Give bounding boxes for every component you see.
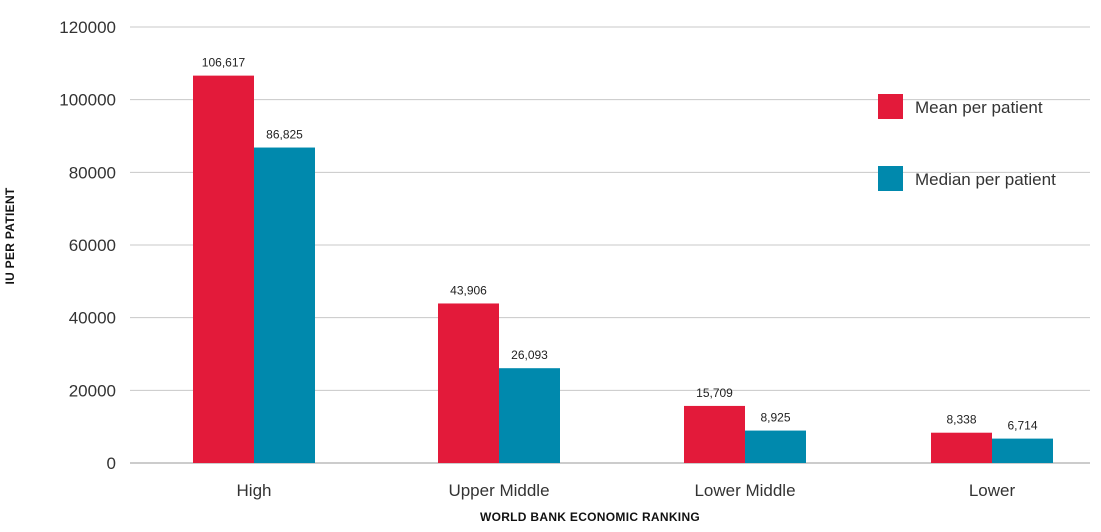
y-axis-ticks: 0 20000 40000 60000 80000 100000 120000	[59, 18, 116, 473]
data-label: 26,093	[511, 348, 548, 362]
x-category-label: High	[237, 481, 272, 500]
bar-mean-2	[684, 405, 745, 463]
legend-label: Mean per patient	[915, 98, 1043, 117]
data-label: 106,617	[202, 56, 246, 70]
y-tick-label: 60000	[69, 236, 116, 255]
data-label: 43,906	[450, 283, 487, 297]
data-label: 86,825	[266, 128, 303, 142]
bar-median-3	[992, 438, 1053, 463]
bar-median-2	[745, 430, 806, 463]
y-tick-label: 80000	[69, 163, 116, 182]
bar-mean-3	[931, 432, 992, 463]
bar-mean-1	[438, 303, 499, 463]
legend-label: Median per patient	[915, 170, 1056, 189]
y-tick-label: 40000	[69, 309, 116, 328]
bars	[193, 75, 1053, 463]
legend-swatch	[878, 166, 903, 191]
x-category-label: Upper Middle	[448, 481, 549, 500]
bar-median-1	[499, 368, 560, 463]
y-tick-label: 0	[107, 454, 116, 473]
y-tick-label: 100000	[59, 91, 116, 110]
data-label: 8,925	[760, 411, 790, 425]
x-axis-categories: High Upper Middle Lower Middle Lower	[237, 481, 1016, 500]
data-label: 6,714	[1007, 419, 1037, 433]
bar-mean-0	[193, 75, 254, 463]
data-labels: 106,617 43,906 15,709 8,338 86,825 26,093 8,92…	[202, 56, 1038, 433]
x-category-label: Lower	[969, 481, 1016, 500]
x-category-label: Lower Middle	[694, 481, 795, 500]
legend-swatch	[878, 94, 903, 119]
data-label: 8,338	[946, 413, 976, 427]
x-axis-title: WORLD BANK ECONOMIC RANKING	[480, 510, 700, 524]
bar-median-0	[254, 147, 315, 463]
y-tick-label: 20000	[69, 381, 116, 400]
y-tick-label: 120000	[59, 18, 116, 37]
legend: Mean per patient Median per patient	[878, 94, 1056, 191]
y-axis-title: IU PER PATIENT	[3, 187, 17, 284]
data-label: 15,709	[696, 386, 733, 400]
